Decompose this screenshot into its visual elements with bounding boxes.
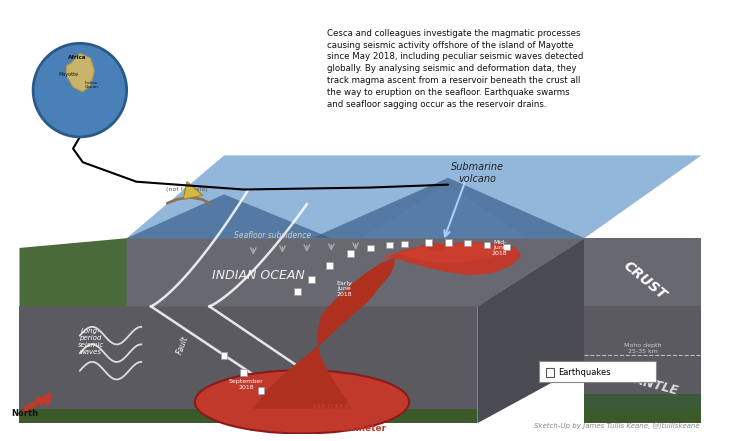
Polygon shape: [19, 306, 478, 423]
Text: Early
June
2018: Early June 2018: [336, 280, 352, 297]
Text: INDIAN OCEAN: INDIAN OCEAN: [212, 269, 305, 282]
Text: Cesca and colleagues investigate the magmatic processes
causing seismic activity: Cesca and colleagues investigate the mag…: [328, 29, 584, 108]
Bar: [294, 288, 300, 295]
Polygon shape: [127, 194, 331, 238]
Bar: [545, 368, 554, 377]
Text: MANTLE: MANTLE: [621, 370, 680, 398]
Text: Seafloor subsidence: Seafloor subsidence: [234, 231, 311, 240]
Bar: [425, 239, 432, 246]
Bar: [347, 250, 354, 257]
Polygon shape: [584, 238, 701, 306]
Polygon shape: [19, 238, 584, 306]
Polygon shape: [419, 242, 448, 252]
Text: September
2018: September 2018: [229, 379, 263, 390]
Bar: [539, 361, 656, 382]
Bar: [464, 239, 471, 247]
Polygon shape: [478, 238, 584, 423]
Bar: [503, 243, 510, 250]
Polygon shape: [584, 306, 701, 423]
Bar: [326, 262, 333, 269]
Text: MAGMA
RESERVOIR
10-15 km in diameter: MAGMA RESERVOIR 10-15 km in diameter: [277, 404, 386, 434]
Bar: [221, 351, 227, 359]
Polygon shape: [66, 53, 94, 92]
Bar: [484, 242, 490, 248]
Polygon shape: [183, 182, 202, 199]
Bar: [386, 242, 393, 248]
Polygon shape: [127, 155, 701, 238]
Polygon shape: [19, 374, 478, 423]
Polygon shape: [19, 238, 584, 306]
Polygon shape: [19, 238, 127, 306]
Text: North: North: [11, 409, 38, 419]
Text: CRUST: CRUST: [620, 258, 669, 302]
Bar: [308, 276, 315, 283]
Polygon shape: [19, 306, 478, 423]
Bar: [445, 239, 451, 246]
Text: (not to scale): (not to scale): [166, 187, 208, 192]
Polygon shape: [361, 185, 526, 238]
Bar: [367, 245, 374, 251]
Polygon shape: [584, 409, 701, 423]
Text: Mid-
June
2018: Mid- June 2018: [492, 239, 508, 256]
Text: Submarine
volcano: Submarine volcano: [451, 162, 504, 184]
Polygon shape: [19, 409, 478, 423]
Polygon shape: [253, 258, 394, 409]
Polygon shape: [584, 394, 701, 423]
Text: Long-
period
seismic
waves: Long- period seismic waves: [77, 328, 104, 355]
Text: Earthquakes: Earthquakes: [558, 368, 611, 377]
Text: Africa: Africa: [68, 55, 87, 60]
Ellipse shape: [195, 370, 409, 434]
Polygon shape: [380, 242, 521, 275]
Polygon shape: [380, 243, 506, 264]
Bar: [258, 387, 264, 393]
Text: Moho depth
25-35 km: Moho depth 25-35 km: [624, 344, 662, 354]
Bar: [401, 241, 408, 247]
Text: Sketch-Up by James Tullis Keane, @jtulliskeane: Sketch-Up by James Tullis Keane, @jtulli…: [534, 422, 699, 429]
Text: Fault: Fault: [176, 335, 191, 356]
Text: Mayotte: Mayotte: [58, 72, 79, 78]
Circle shape: [33, 43, 127, 137]
Polygon shape: [312, 178, 584, 238]
Text: Indian
Ocean: Indian Ocean: [85, 81, 99, 89]
Bar: [240, 369, 247, 376]
